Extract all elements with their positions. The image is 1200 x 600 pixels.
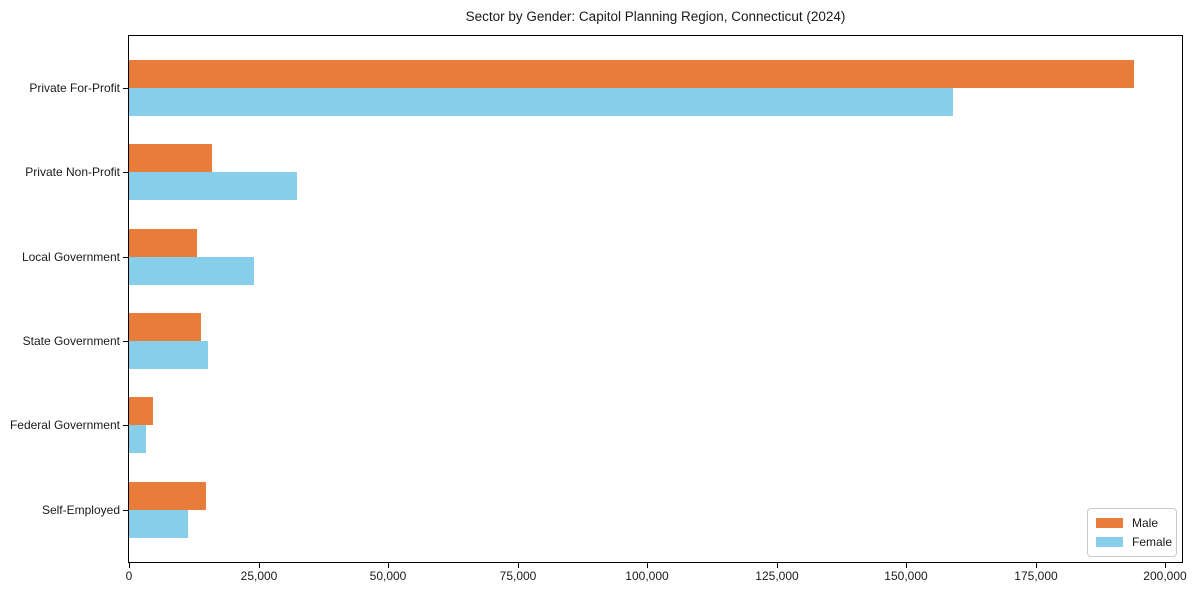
x-tick: [777, 563, 778, 568]
legend-swatch-female: [1096, 537, 1123, 547]
x-axis-label: 200,000: [1143, 569, 1187, 583]
y-axis-label: Local Government: [21, 250, 120, 264]
y-tick: [123, 257, 128, 258]
legend-label: Male: [1132, 516, 1159, 530]
legend-entry-male: Male: [1096, 516, 1168, 530]
bar-male-2: [129, 144, 212, 172]
chart-title: Sector by Gender: Capitol Planning Regio…: [465, 9, 846, 24]
x-tick: [1165, 563, 1166, 568]
y-tick: [123, 510, 128, 511]
bar-female-2: [129, 172, 297, 200]
x-axis-label: 125,000: [755, 569, 799, 583]
y-axis-label: State Government: [22, 334, 120, 348]
y-tick: [123, 172, 128, 173]
bar-male-6: [129, 482, 206, 510]
y-axis-label: Private For-Profit: [29, 81, 120, 95]
x-axis-label: 150,000: [884, 569, 928, 583]
bar-female-1: [129, 88, 953, 116]
x-tick: [129, 563, 130, 568]
x-tick: [906, 563, 907, 568]
bar-male-5: [129, 397, 153, 425]
x-axis-label: 100,000: [625, 569, 669, 583]
x-tick: [388, 563, 389, 568]
x-tick: [647, 563, 648, 568]
x-axis-label: 0: [125, 569, 133, 583]
y-tick: [123, 341, 128, 342]
bar-female-6: [129, 510, 188, 538]
legend-swatch-male: [1096, 518, 1123, 528]
y-axis-label: Self-Employed: [41, 503, 120, 517]
x-axis-label: 25,000: [240, 569, 278, 583]
x-axis-label: 175,000: [1014, 569, 1058, 583]
x-tick: [259, 563, 260, 568]
bar-male-4: [129, 313, 201, 341]
y-tick: [123, 88, 128, 89]
bar-male-3: [129, 229, 197, 257]
x-axis-label: 50,000: [369, 569, 407, 583]
y-tick: [123, 425, 128, 426]
legend-entry-female: Female: [1096, 535, 1172, 549]
bar-female-3: [129, 257, 254, 285]
bar-female-4: [129, 341, 208, 369]
y-axis-label: Private Non-Profit: [25, 165, 120, 179]
legend: Male Female: [1087, 508, 1177, 557]
bar-female-5: [129, 425, 146, 453]
x-tick: [1036, 563, 1037, 568]
legend-label: Female: [1132, 535, 1173, 549]
y-axis-label: Federal Government: [9, 418, 120, 432]
x-axis-label: 75,000: [499, 569, 537, 583]
bar-male-1: [129, 60, 1134, 88]
plot-area: [128, 35, 1183, 563]
x-tick: [518, 563, 519, 568]
